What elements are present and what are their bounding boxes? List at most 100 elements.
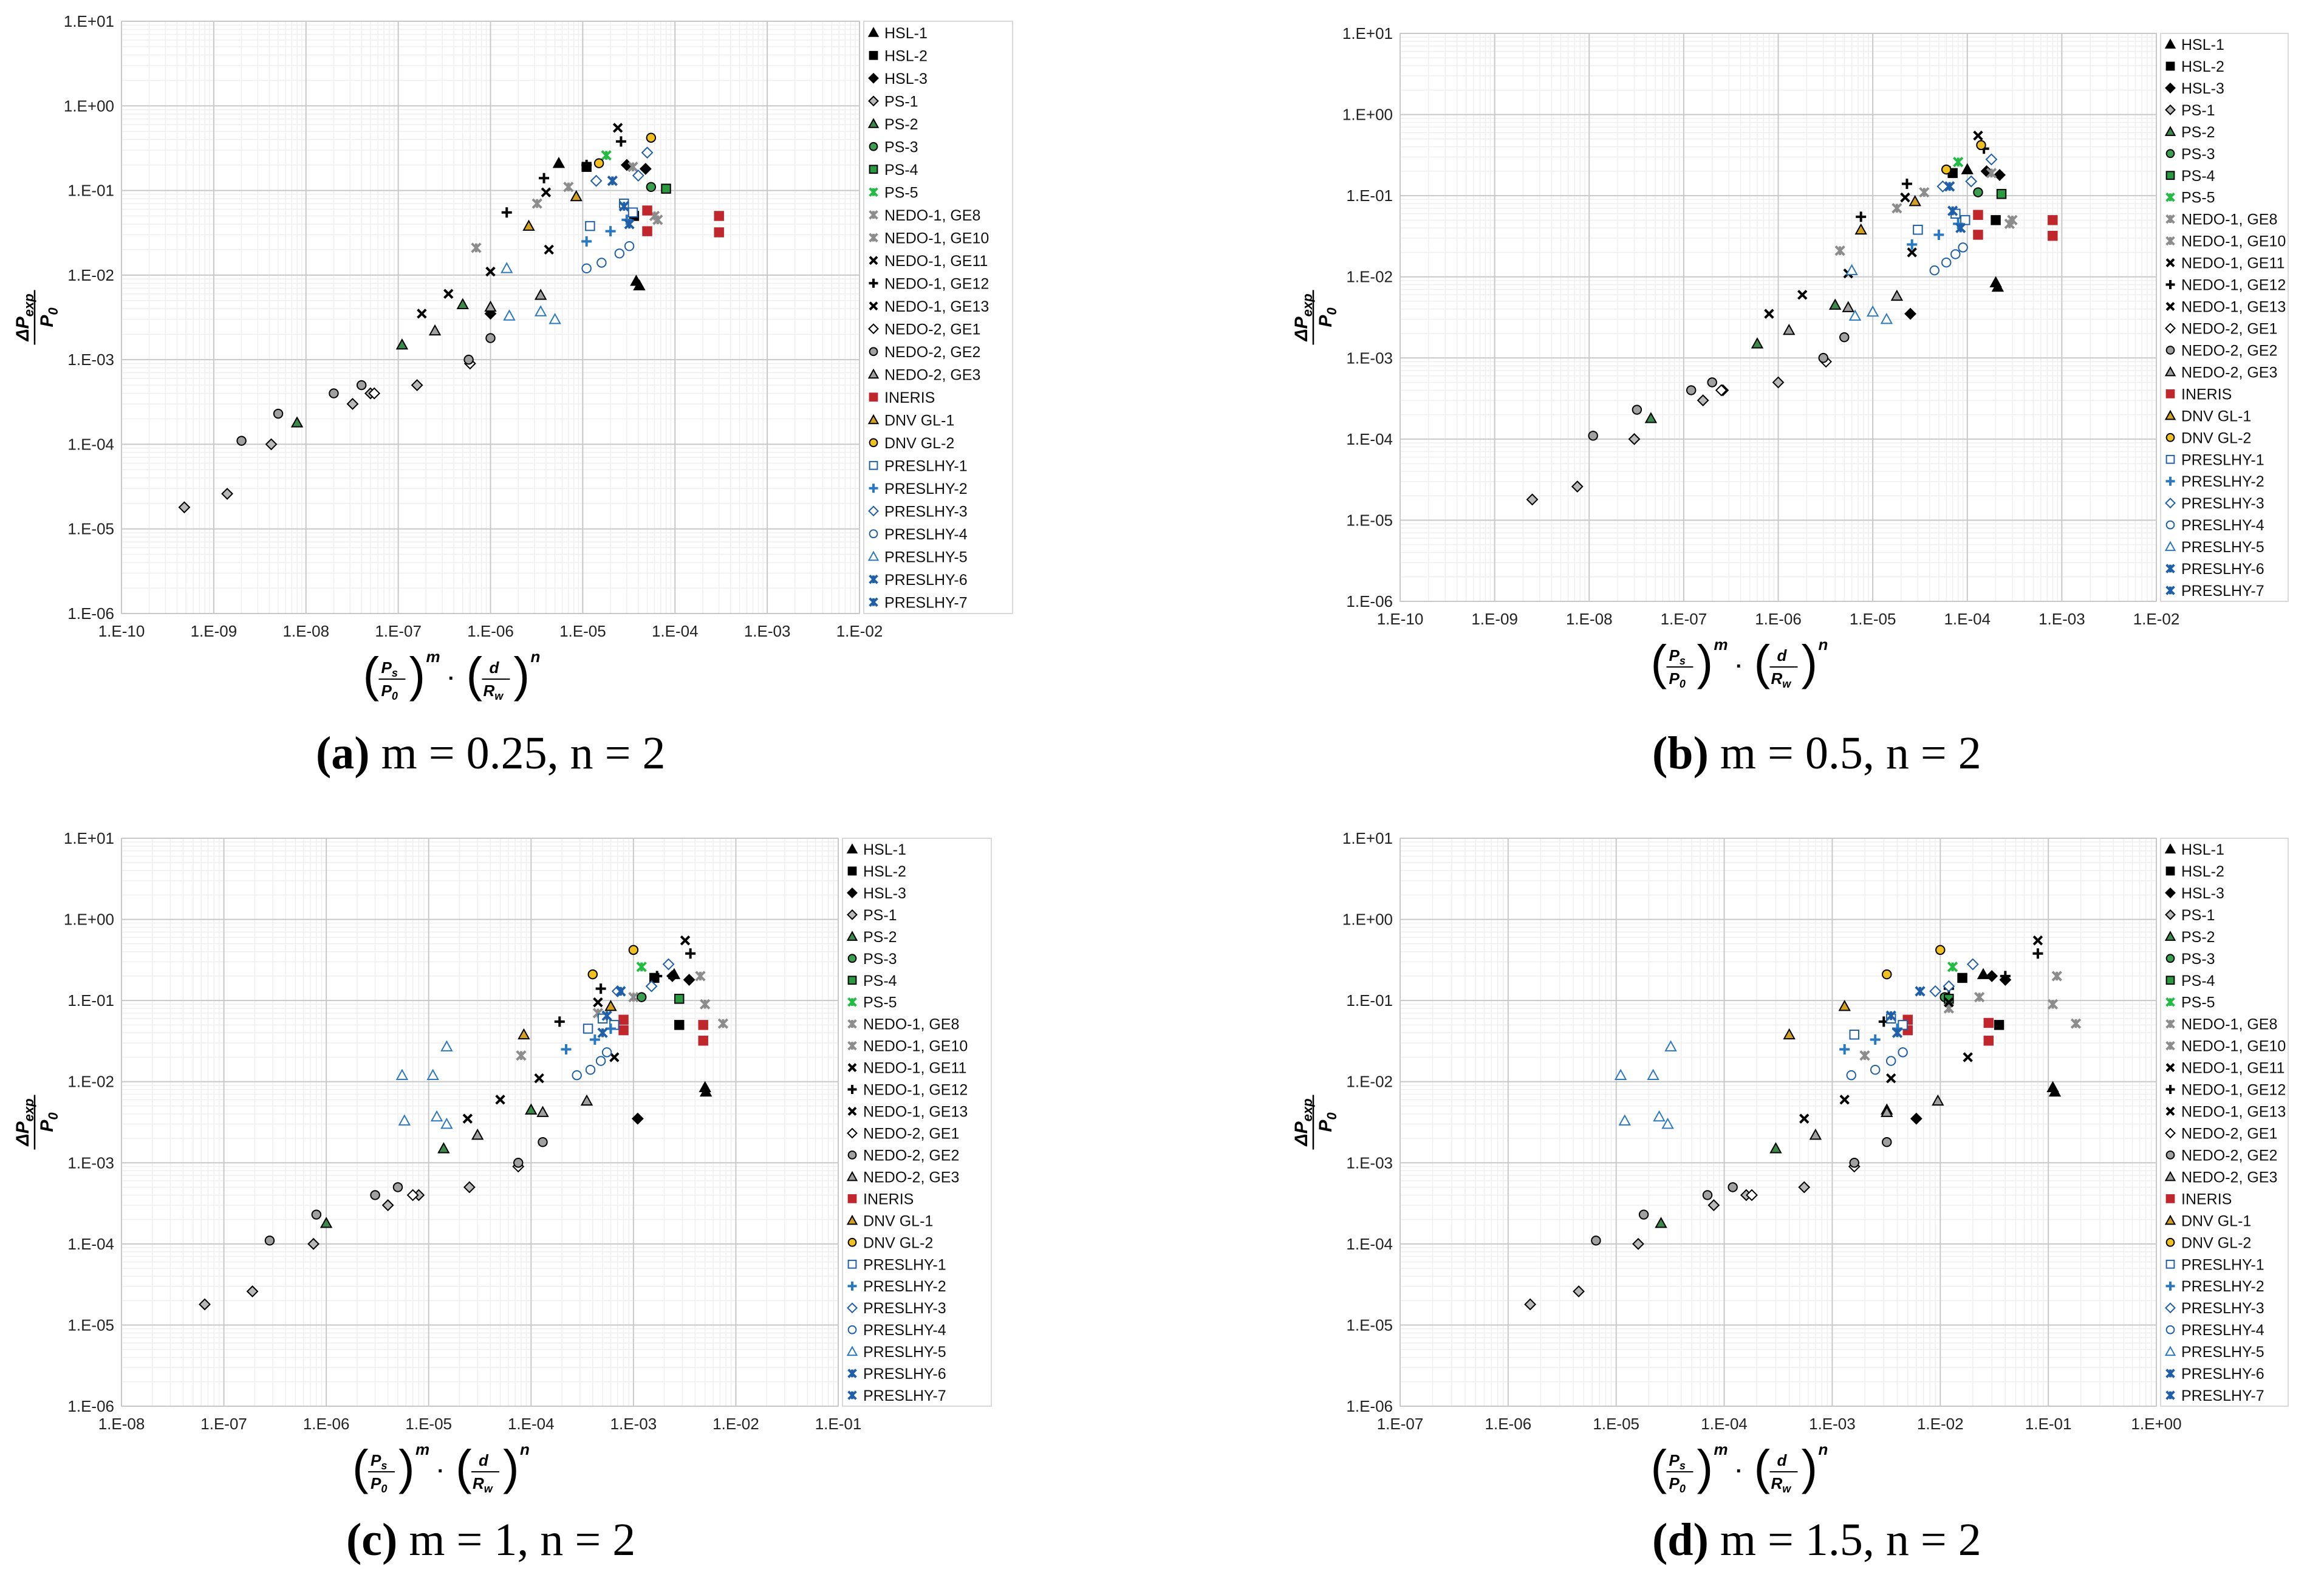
- marker-shape: [589, 1034, 600, 1045]
- data-point: [2048, 215, 2058, 225]
- marker-shape: [867, 118, 880, 128]
- parenthesis: ): [398, 1440, 415, 1494]
- data-point: [1929, 985, 1942, 997]
- marker-shape: [2164, 38, 2176, 49]
- x-tick-label: 1.E-04: [1701, 1415, 1748, 1433]
- legend-label: PRESLHY-2: [2181, 1278, 2264, 1295]
- marker-shape: [583, 1024, 593, 1034]
- x-label-dot: ·: [1736, 1460, 1743, 1483]
- x-tick-label: 1.E-08: [1566, 610, 1613, 628]
- marker-shape: [2165, 1107, 2175, 1116]
- data-point: [581, 263, 592, 274]
- data-point: [2032, 935, 2043, 946]
- y-tick-label: 1.E-04: [67, 1235, 114, 1253]
- data-point: [516, 1050, 527, 1061]
- marker-shape: [699, 1085, 713, 1097]
- chart-panel-a: 1.E-10 1.E-09 1.E-08 1.E-07 1.E-06 1.E-05 1.E-…: [13, 12, 1013, 779]
- marker-shape: [1941, 164, 1952, 175]
- legend-marker: [847, 1085, 857, 1095]
- marker-shape: [847, 1085, 857, 1095]
- data-point: [1644, 412, 1658, 423]
- data-point: [1932, 1094, 1944, 1106]
- data-point: [1929, 265, 1940, 276]
- legend-label: HSL-2: [2181, 863, 2224, 880]
- marker-shape: [1842, 301, 1854, 312]
- marker-shape: [2165, 1063, 2175, 1073]
- y-tick-label: 1.E-03: [1346, 1154, 1393, 1172]
- legend-label: NEDO-1, GE10: [863, 1038, 968, 1055]
- data-point: [290, 416, 304, 428]
- legend-marker: [847, 997, 857, 1007]
- legend-marker: [2165, 346, 2175, 355]
- marker-shape: [221, 488, 233, 500]
- marker-shape: [428, 324, 442, 336]
- legend-item: INERIS: [2165, 1191, 2232, 1208]
- marker-shape: [495, 1095, 505, 1105]
- legend-item: NEDO-2, GE1: [847, 1125, 959, 1142]
- legend-label: NEDO-1, GE11: [863, 1060, 966, 1077]
- marker-shape: [627, 162, 638, 173]
- marker-shape: [1973, 230, 1983, 240]
- legend-item: PRESLHY-2: [2165, 1278, 2264, 1295]
- data-point: [1881, 1106, 1893, 1117]
- marker-shape: [1915, 986, 1926, 997]
- data-point: [392, 1182, 403, 1192]
- data-point: [632, 169, 644, 182]
- data-point: [661, 183, 671, 194]
- legend-item: NEDO-2, GE1: [2165, 1125, 2277, 1142]
- label-part: s: [1680, 655, 1686, 667]
- legend-label: NEDO-2, GE3: [863, 1169, 959, 1186]
- marker-shape: [1961, 163, 1974, 174]
- legend-item: PRESLHY-7: [847, 1387, 946, 1404]
- marker-shape: [1728, 1182, 1738, 1192]
- marker-shape: [561, 1044, 572, 1055]
- data-point: [1882, 1137, 1892, 1147]
- data-point: [585, 220, 595, 231]
- marker-shape: [645, 980, 658, 993]
- caption-letter: (a): [316, 728, 370, 779]
- marker-shape: [265, 438, 278, 451]
- y-tick-label: 1.E-01: [1346, 991, 1393, 1010]
- data-point: [597, 1027, 608, 1038]
- x-label-d: d: [1777, 646, 1788, 665]
- marker-shape: [516, 1050, 527, 1061]
- legend-label: PS-3: [863, 951, 897, 968]
- data-point: [1994, 1020, 2004, 1030]
- data-point: [544, 244, 554, 255]
- y-tick-label: 1.E-05: [1346, 1316, 1393, 1334]
- legend-label: PRESLHY-6: [884, 572, 968, 589]
- legend-marker: [2165, 1390, 2175, 1400]
- legend-marker: [847, 1019, 857, 1029]
- marker-shape: [1950, 249, 1961, 259]
- data-points: [1526, 131, 2058, 506]
- x-tick-label: 1.E-10: [1377, 610, 1424, 628]
- data-point: [646, 182, 657, 193]
- marker-shape: [1904, 307, 1916, 320]
- marker-shape: [847, 1237, 857, 1247]
- caption-text: m = 1.5, n = 2: [1709, 1514, 1981, 1565]
- legend-label: PRESLHY-4: [2181, 517, 2264, 534]
- data-point: [501, 207, 512, 218]
- legend-marker: [2165, 323, 2176, 334]
- marker-shape: [641, 146, 654, 159]
- legend-box: [863, 21, 1013, 614]
- marker-shape: [1947, 205, 1958, 216]
- data-point: [1885, 1010, 1896, 1021]
- data-point: [395, 338, 409, 350]
- legend-marker: [847, 1127, 858, 1139]
- legend-label: NEDO-1, GE12: [2181, 277, 2286, 294]
- marker-shape: [867, 414, 880, 425]
- marker-shape: [847, 887, 858, 898]
- x-label-d: d: [1777, 1451, 1788, 1469]
- marker-shape: [2165, 323, 2176, 334]
- legend-marker: [847, 1237, 857, 1247]
- legend-marker: [869, 438, 878, 448]
- marker-shape: [2165, 214, 2175, 224]
- legend-label: HSL-3: [884, 70, 928, 87]
- marker-shape: [868, 95, 879, 107]
- legend-item: HSL-2: [2165, 863, 2224, 880]
- data-point: [1983, 1017, 1994, 1028]
- legend-label: PRESLHY-1: [863, 1256, 946, 1273]
- data-point: [1764, 309, 1774, 319]
- data-point: [1909, 195, 1921, 207]
